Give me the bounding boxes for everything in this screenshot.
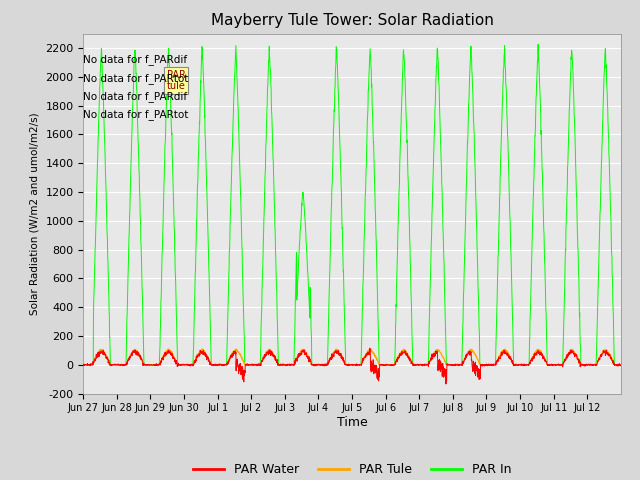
Title: Mayberry Tule Tower: Solar Radiation: Mayberry Tule Tower: Solar Radiation	[211, 13, 493, 28]
X-axis label: Time: Time	[337, 416, 367, 429]
Y-axis label: Solar Radiation (W/m2 and umol/m2/s): Solar Radiation (W/m2 and umol/m2/s)	[29, 112, 40, 315]
Text: PAR
tule: PAR tule	[166, 70, 186, 91]
Legend: PAR Water, PAR Tule, PAR In: PAR Water, PAR Tule, PAR In	[188, 458, 516, 480]
Text: No data for f_PARdif: No data for f_PARdif	[83, 54, 188, 65]
Text: No data for f_PARtot: No data for f_PARtot	[83, 72, 189, 84]
Text: No data for f_PARdif: No data for f_PARdif	[83, 91, 188, 102]
Text: No data for f_PARtot: No data for f_PARtot	[83, 109, 189, 120]
